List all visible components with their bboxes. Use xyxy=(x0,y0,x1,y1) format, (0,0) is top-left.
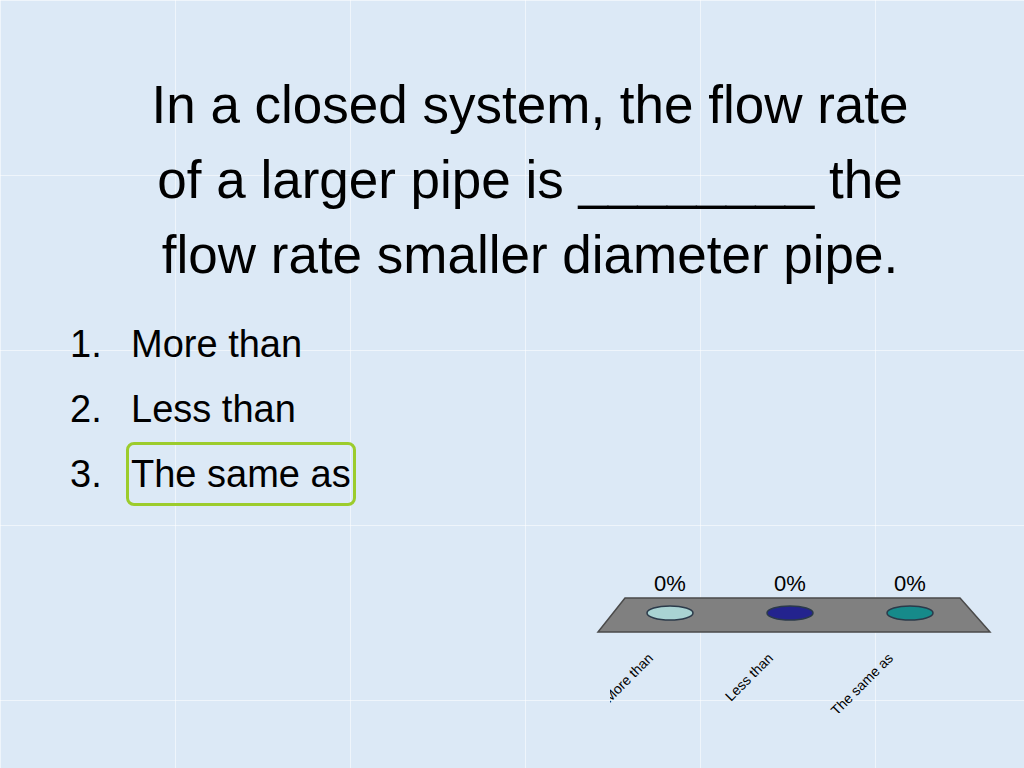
html-text:flow rate smaller diameter pip: flow rate smaller diameter pipe. xyxy=(161,225,899,284)
html-text:The same as: The same as xyxy=(131,453,351,495)
svg-text:0%: 0% xyxy=(894,571,926,596)
html-text:1.: 1. xyxy=(70,323,102,365)
html-text:of a larger pipe is ________ t: of a larger pipe is ________ the xyxy=(157,150,903,209)
html-text:Less than: Less than xyxy=(131,388,296,430)
html-text:3.: 3. xyxy=(70,453,102,495)
svg-text:The same as: The same as xyxy=(828,650,897,713)
html-text:2.: 2. xyxy=(70,388,102,430)
svg-text:0%: 0% xyxy=(654,571,686,596)
svg-text:0%: 0% xyxy=(774,571,806,596)
html-text:More than: More than xyxy=(131,323,303,365)
html-text:In a closed system, the flow r: In a closed system, the flow rate xyxy=(151,75,909,134)
svg-text:More than: More than xyxy=(610,650,656,706)
svg-text:Less than: Less than xyxy=(722,650,776,704)
